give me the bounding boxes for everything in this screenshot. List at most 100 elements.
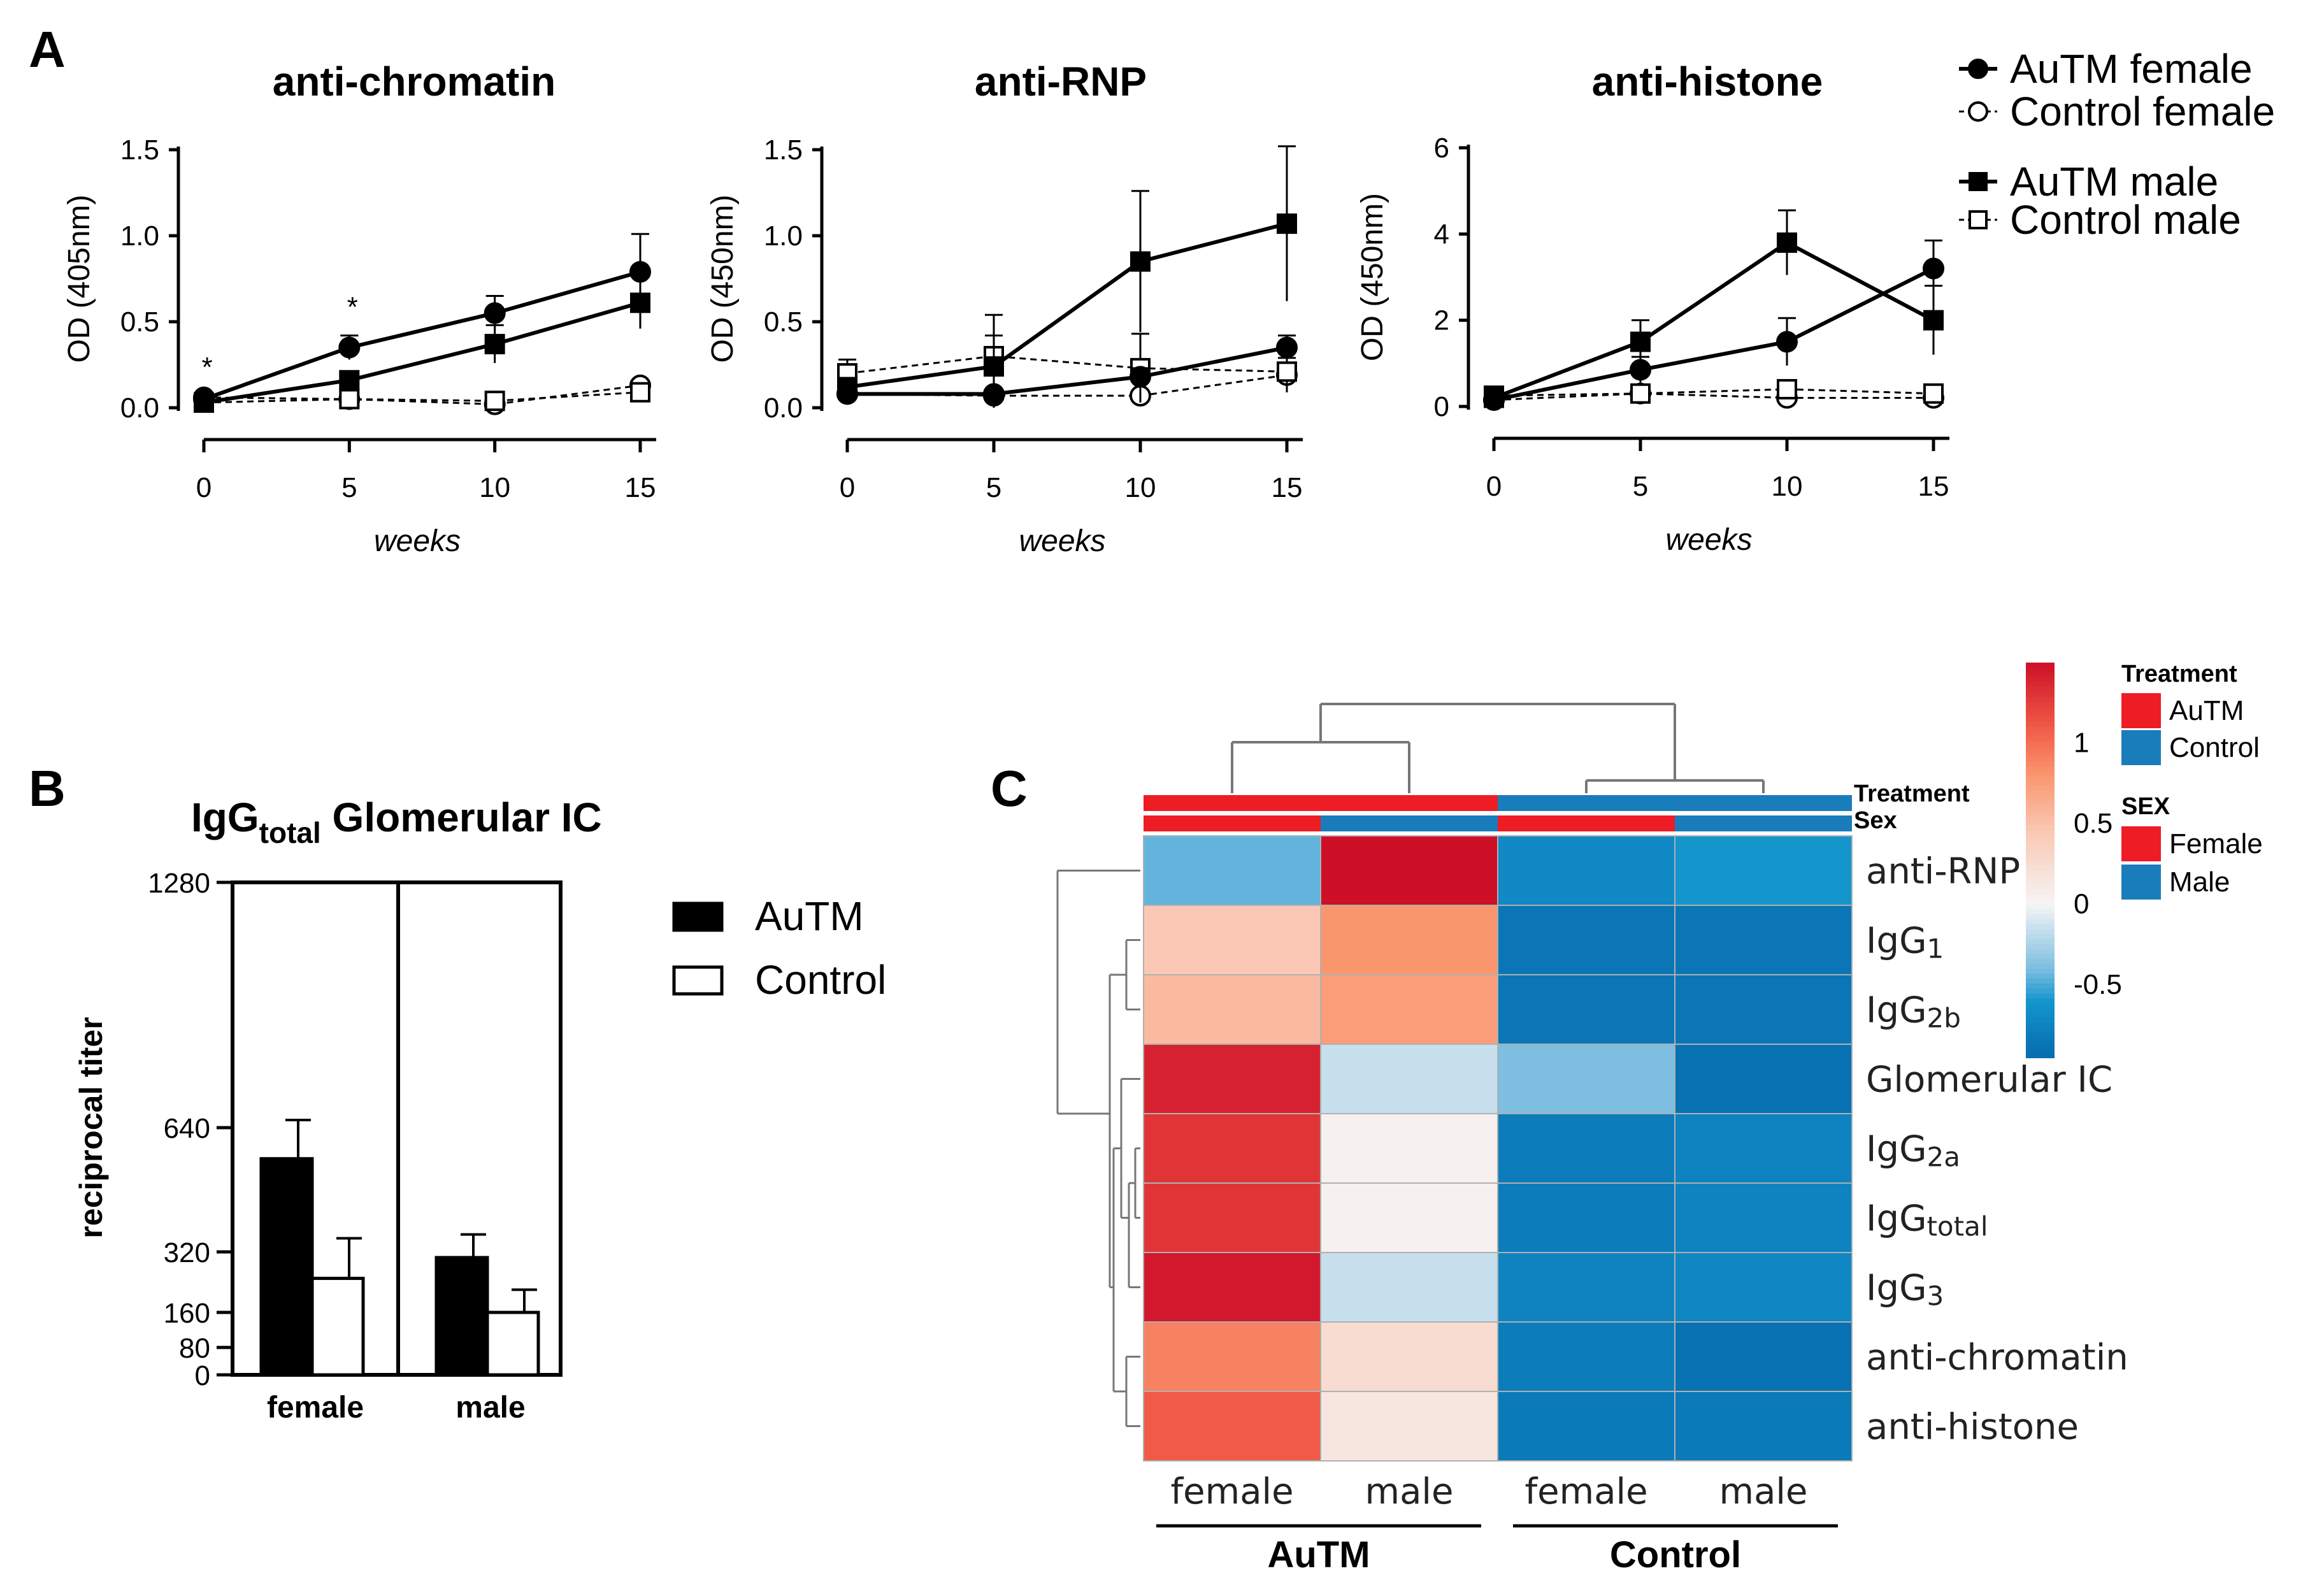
- data-point-circle: [193, 388, 215, 410]
- data-point-square: [339, 370, 360, 391]
- series-line: [847, 222, 1288, 389]
- heatmap-cell: [1143, 1182, 1321, 1253]
- heatmap-cell: [1143, 1044, 1321, 1114]
- row-label-text: IgG: [1866, 1129, 1926, 1170]
- x-tick-label: 15: [1918, 471, 1949, 502]
- heatmap-cell: [1497, 1113, 1675, 1184]
- x-tick-label: 10: [479, 472, 510, 503]
- heatmap-cell: [1674, 1391, 1853, 1461]
- heatmap-cell: [1143, 1321, 1321, 1392]
- data-point-circle: [338, 336, 361, 359]
- heatmap-cell: [1320, 1252, 1498, 1323]
- legend-swatch-female: [2121, 826, 2161, 861]
- colorbar-segment: [2026, 880, 2055, 886]
- series-line: [203, 391, 641, 404]
- colorbar-segment: [2026, 697, 2055, 703]
- data-point-circle: [629, 261, 651, 283]
- heatmap-cell: [1320, 1391, 1498, 1461]
- row-label-subscript: 3: [1926, 1281, 1944, 1312]
- heatmap-cell: [1143, 1252, 1321, 1323]
- colorbar-segment: [2026, 835, 2055, 841]
- colorbar-segment: [2026, 919, 2055, 925]
- colorbar-segment: [2026, 672, 2055, 679]
- title-part: Glomerular IC: [321, 794, 602, 840]
- chart-title: anti-histone: [1592, 59, 1823, 104]
- data-point-circle: [1130, 366, 1151, 388]
- colorbar-segment: [2026, 894, 2055, 900]
- colorbar-segment: [2026, 850, 2055, 856]
- column-label: male: [1719, 1471, 1808, 1512]
- data-point-circle: [484, 302, 506, 324]
- data-point-square: [1923, 310, 1944, 331]
- row-label: anti-chromatin: [1866, 1337, 2128, 1379]
- colorbar-segment: [2026, 909, 2055, 916]
- legend-label: AuTM male: [2010, 159, 2218, 205]
- series-line: [203, 301, 641, 405]
- y-tick-label: 2: [1434, 305, 1449, 336]
- row-label: IgG3: [1866, 1268, 1944, 1312]
- data-point-square: [1277, 361, 1297, 382]
- y-tick-label: 1.5: [120, 134, 159, 166]
- heatmap-cell: [1320, 1321, 1498, 1392]
- column-label: male: [1365, 1471, 1454, 1512]
- colorbar-segment: [2026, 875, 2055, 880]
- colorbar-segment: [2026, 1052, 2055, 1058]
- bar-autm: [434, 1256, 489, 1377]
- heatmap-cell: [1320, 1182, 1498, 1253]
- heatmap-cell: [1674, 1321, 1853, 1392]
- colorbar-segment: [2026, 771, 2055, 777]
- data-point-circle: [1483, 389, 1505, 411]
- legend-label: AuTM: [2169, 695, 2244, 726]
- x-category-label: female: [267, 1391, 364, 1425]
- y-tick-label: 6: [1434, 133, 1449, 164]
- y-tick-label: 4: [1434, 219, 1449, 250]
- heatmap-cell: [1320, 974, 1498, 1045]
- colorbar-segment: [2026, 1003, 2055, 1009]
- x-axis-label: weeks: [1665, 523, 1752, 557]
- data-point-square: [630, 382, 650, 403]
- heatmap: TreatmentSexanti-RNPIgG1IgG2bGlomerular …: [1056, 661, 2263, 1576]
- x-axis-label: weeks: [1019, 524, 1105, 558]
- data-point-circle: [1276, 336, 1298, 359]
- heatmap-cell: [1497, 974, 1675, 1045]
- colorbar-segment: [2026, 707, 2055, 713]
- heatmap-cell: [1320, 835, 1498, 906]
- data-point-circle: [1776, 331, 1798, 353]
- colorbar-segment: [2026, 954, 2055, 959]
- y-axis-label: OD (450nm): [1356, 193, 1389, 361]
- treatment-annotation-label: Treatment: [1854, 780, 1970, 807]
- colorbar-tick-label: -0.5: [2074, 969, 2122, 1000]
- sex-annotation-cell: [1144, 815, 1321, 831]
- series-line: [847, 374, 1288, 397]
- title-part: IgG: [191, 794, 259, 840]
- y-tick-label: 0.5: [120, 306, 159, 338]
- heatmap-cell: [1497, 1321, 1675, 1392]
- data-point-square: [1277, 213, 1297, 234]
- colorbar-segment: [2026, 1042, 2055, 1049]
- heatmap-cell: [1143, 905, 1321, 975]
- heatmap-cell: [1320, 1113, 1498, 1184]
- colorbar-segment: [2026, 825, 2055, 831]
- colorbar-segment: [2026, 914, 2055, 920]
- legend-swatch-autm: [672, 901, 724, 932]
- data-point-circle: [1630, 359, 1651, 381]
- heatmap-cell: [1674, 1252, 1853, 1323]
- heatmap-cell: [1674, 1182, 1853, 1253]
- colorbar-segment: [2026, 712, 2055, 718]
- filled-square-icon: [1969, 172, 1988, 191]
- colorbar-segment: [2026, 1018, 2055, 1024]
- colorbar-tick-label: 0.5: [2074, 808, 2112, 839]
- colorbar-segment: [2026, 1047, 2055, 1054]
- legend-label: Control male: [2010, 197, 2241, 243]
- data-point-square: [1777, 232, 1797, 253]
- y-tick-label: 320: [164, 1237, 210, 1268]
- colorbar-segment: [2026, 726, 2055, 733]
- open-square-icon: [1969, 210, 1988, 229]
- panel-label-a: A: [29, 21, 66, 78]
- heatmap-cell: [1320, 1044, 1498, 1114]
- heatmap-cell: [1143, 974, 1321, 1045]
- row-label: IgGtotal: [1866, 1198, 1988, 1242]
- colorbar-segment: [2026, 973, 2055, 979]
- sex-annotation-label: Sex: [1854, 807, 1897, 834]
